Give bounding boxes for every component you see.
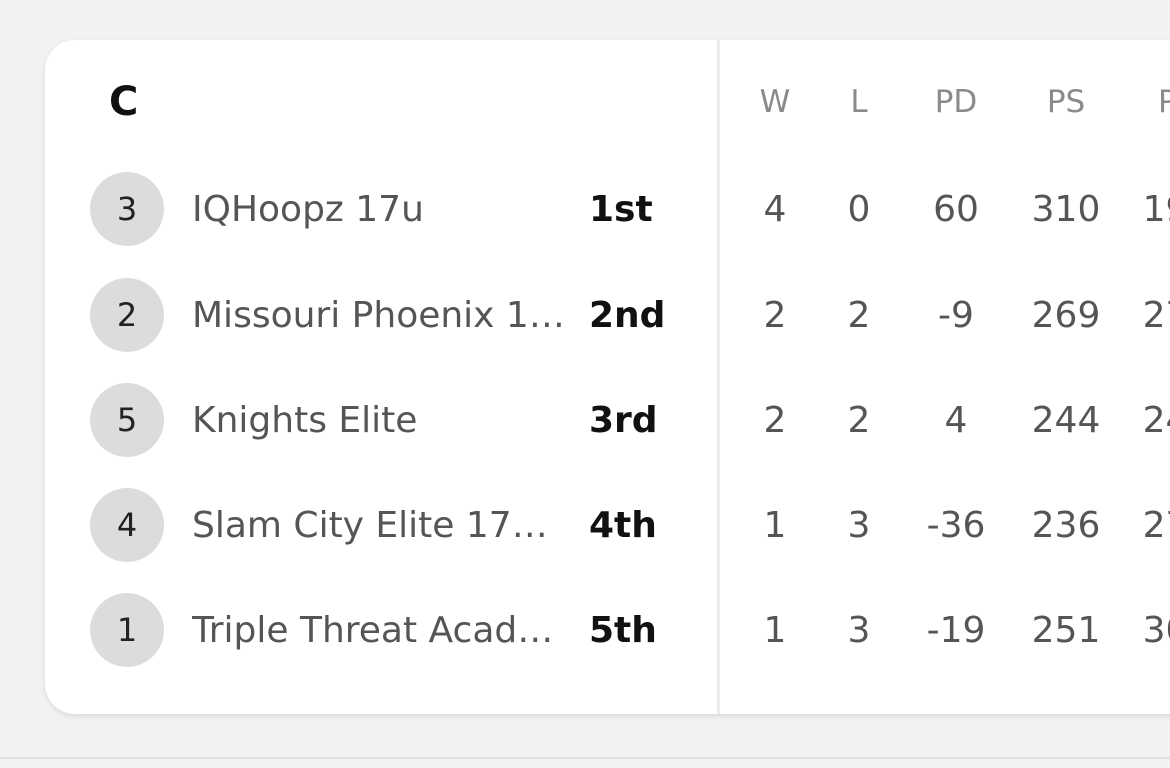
stat-points-allowed: 307 [1142,610,1170,651]
stat-points-allowed: 278 [1142,295,1170,336]
team-name[interactable]: Knights Elite [192,400,418,441]
stat-point-diff: 60 [933,189,979,230]
header-losses: L [850,84,868,120]
stat-points-scored: 310 [1031,189,1101,230]
header-points-allowed: PA [1158,84,1170,120]
stat-points-scored: 236 [1031,505,1101,546]
place-label: 2nd [589,295,666,336]
seed-badge: 5 [90,383,164,457]
stat-wins: 2 [763,295,787,336]
stat-wins: 1 [763,505,787,546]
place-label: 1st [589,189,653,230]
seed-badge: 2 [90,278,164,352]
stat-losses: 2 [847,400,871,441]
stat-losses: 2 [847,295,871,336]
stat-wins: 2 [763,400,787,441]
standings-row[interactable]: 3 IQHoopz 17u 1st 4 0 60 310 190 [45,172,1170,248]
stat-points-allowed: 272 [1142,505,1170,546]
stat-losses: 3 [847,610,871,651]
stat-losses: 0 [847,189,871,230]
team-name[interactable]: Triple Threat Academy 17U [192,610,568,651]
standings-row[interactable]: 1 Triple Threat Academy 17U 5th 1 3 -19 … [45,593,1170,669]
team-name[interactable]: IQHoopz 17u [192,189,424,230]
stat-point-diff: 4 [944,400,968,441]
standings-row[interactable]: 5 Knights Elite 3rd 2 2 4 244 240 [45,383,1170,459]
place-label: 4th [589,505,657,546]
stat-points-allowed: 240 [1142,400,1170,441]
seed-badge: 1 [90,593,164,667]
standings-card: C W L PD PS PA 3 IQHoopz 17u 1st 4 0 60 … [45,40,1170,714]
stat-losses: 3 [847,505,871,546]
stat-points-scored: 269 [1031,295,1101,336]
stat-point-diff: -9 [938,295,974,336]
header-points-scored: PS [1046,84,1086,120]
place-label: 3rd [589,400,658,441]
seed-badge: 4 [90,488,164,562]
header-point-diff: PD [934,84,978,120]
seed-badge: 3 [90,172,164,246]
stat-points-allowed: 190 [1142,189,1170,230]
stat-points-scored: 244 [1031,400,1101,441]
group-title: C [109,79,139,125]
section-divider [0,757,1170,759]
column-divider [717,40,720,714]
stat-points-scored: 251 [1031,610,1101,651]
stat-point-diff: -36 [926,505,986,546]
team-name[interactable]: Slam City Elite 17U Black [192,505,568,546]
header-wins: W [759,84,791,120]
standings-row[interactable]: 2 Missouri Phoenix 17U 2nd 2 2 -9 269 27… [45,278,1170,354]
place-label: 5th [589,610,657,651]
standings-row[interactable]: 4 Slam City Elite 17U Black 4th 1 3 -36 … [45,488,1170,564]
stat-wins: 4 [763,189,787,230]
stat-point-diff: -19 [926,610,986,651]
team-name[interactable]: Missouri Phoenix 17U [192,295,568,336]
stat-wins: 1 [763,610,787,651]
